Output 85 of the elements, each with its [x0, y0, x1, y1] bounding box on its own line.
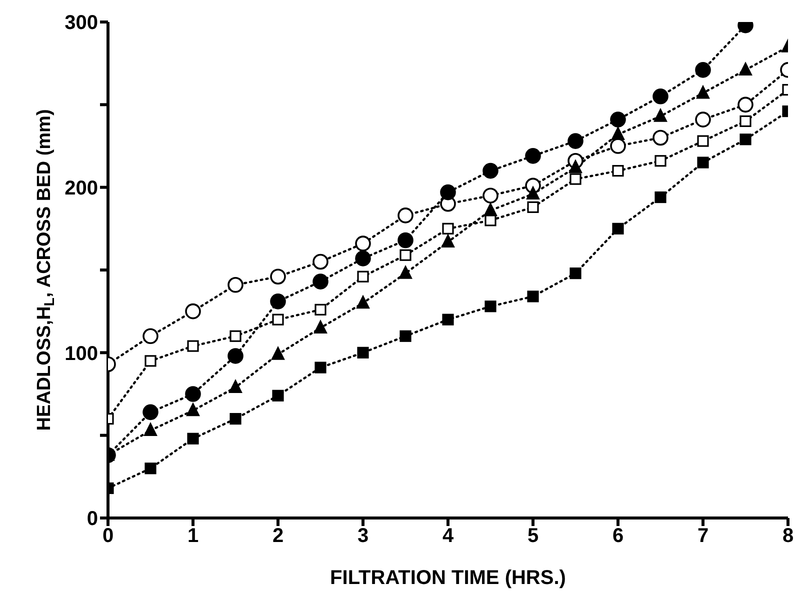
point — [398, 266, 412, 279]
point — [610, 112, 626, 128]
point — [654, 191, 666, 204]
x-tick-label: 0 — [102, 525, 114, 548]
y-tick-label: 300 — [64, 12, 98, 34]
point — [356, 295, 370, 309]
point — [738, 96, 754, 113]
point — [400, 330, 412, 342]
y-tick-label: 100 — [64, 342, 98, 365]
x-axis-title: FILTRATION TIME (HRS.) — [330, 567, 566, 589]
point — [185, 303, 201, 320]
point — [314, 320, 328, 334]
point — [400, 249, 412, 261]
x-tick-label: 1 — [187, 525, 199, 548]
point — [527, 290, 539, 302]
point — [272, 390, 284, 402]
point — [186, 402, 200, 416]
point — [398, 208, 414, 224]
point — [484, 300, 496, 312]
point — [144, 422, 158, 436]
x-tick-label: 2 — [272, 525, 284, 548]
point — [738, 62, 752, 76]
point — [357, 346, 369, 358]
y-tick-label: 200 — [64, 177, 98, 200]
point — [482, 188, 498, 204]
point — [230, 330, 242, 342]
point — [144, 462, 156, 474]
point — [270, 294, 286, 310]
point — [355, 236, 371, 252]
point — [568, 160, 582, 174]
point — [228, 380, 242, 393]
point — [696, 85, 710, 99]
point — [526, 186, 540, 200]
point — [441, 234, 455, 248]
point — [312, 274, 328, 290]
point — [570, 173, 582, 185]
point — [228, 348, 244, 364]
point — [612, 222, 624, 234]
point — [740, 115, 752, 127]
point — [482, 162, 498, 179]
point — [185, 386, 201, 402]
point — [654, 108, 668, 122]
point — [654, 155, 666, 167]
point — [527, 201, 539, 213]
x-tick-label: 8 — [782, 525, 794, 548]
point — [610, 138, 626, 154]
point — [314, 304, 326, 316]
point — [228, 276, 244, 293]
point — [187, 340, 199, 352]
x-tick-label: 3 — [357, 525, 369, 548]
x-tick-label: 7 — [697, 525, 709, 548]
point — [442, 314, 454, 326]
point — [695, 62, 711, 78]
point — [697, 156, 709, 168]
point — [570, 268, 582, 280]
point — [142, 404, 158, 420]
point — [484, 214, 496, 226]
x-tick-label: 5 — [527, 525, 539, 548]
point — [312, 254, 328, 270]
point — [484, 202, 498, 216]
point — [270, 268, 286, 285]
point — [230, 413, 242, 425]
point — [271, 346, 285, 360]
point — [612, 165, 624, 177]
point — [652, 130, 668, 146]
point — [355, 250, 371, 266]
point — [740, 134, 752, 146]
point — [398, 232, 414, 248]
point — [652, 88, 668, 104]
point — [440, 184, 456, 200]
point — [442, 222, 454, 234]
x-tick-label: 4 — [442, 525, 454, 548]
point — [611, 126, 625, 140]
point — [568, 133, 584, 149]
point — [144, 355, 156, 367]
x-tick-label: 6 — [612, 525, 624, 548]
point — [314, 362, 326, 374]
point — [187, 432, 199, 444]
y-tick-label: 0 — [86, 508, 98, 530]
point — [695, 112, 711, 128]
point — [272, 314, 284, 326]
point — [697, 135, 709, 147]
point — [525, 148, 541, 164]
point — [142, 328, 158, 344]
point — [357, 270, 369, 282]
